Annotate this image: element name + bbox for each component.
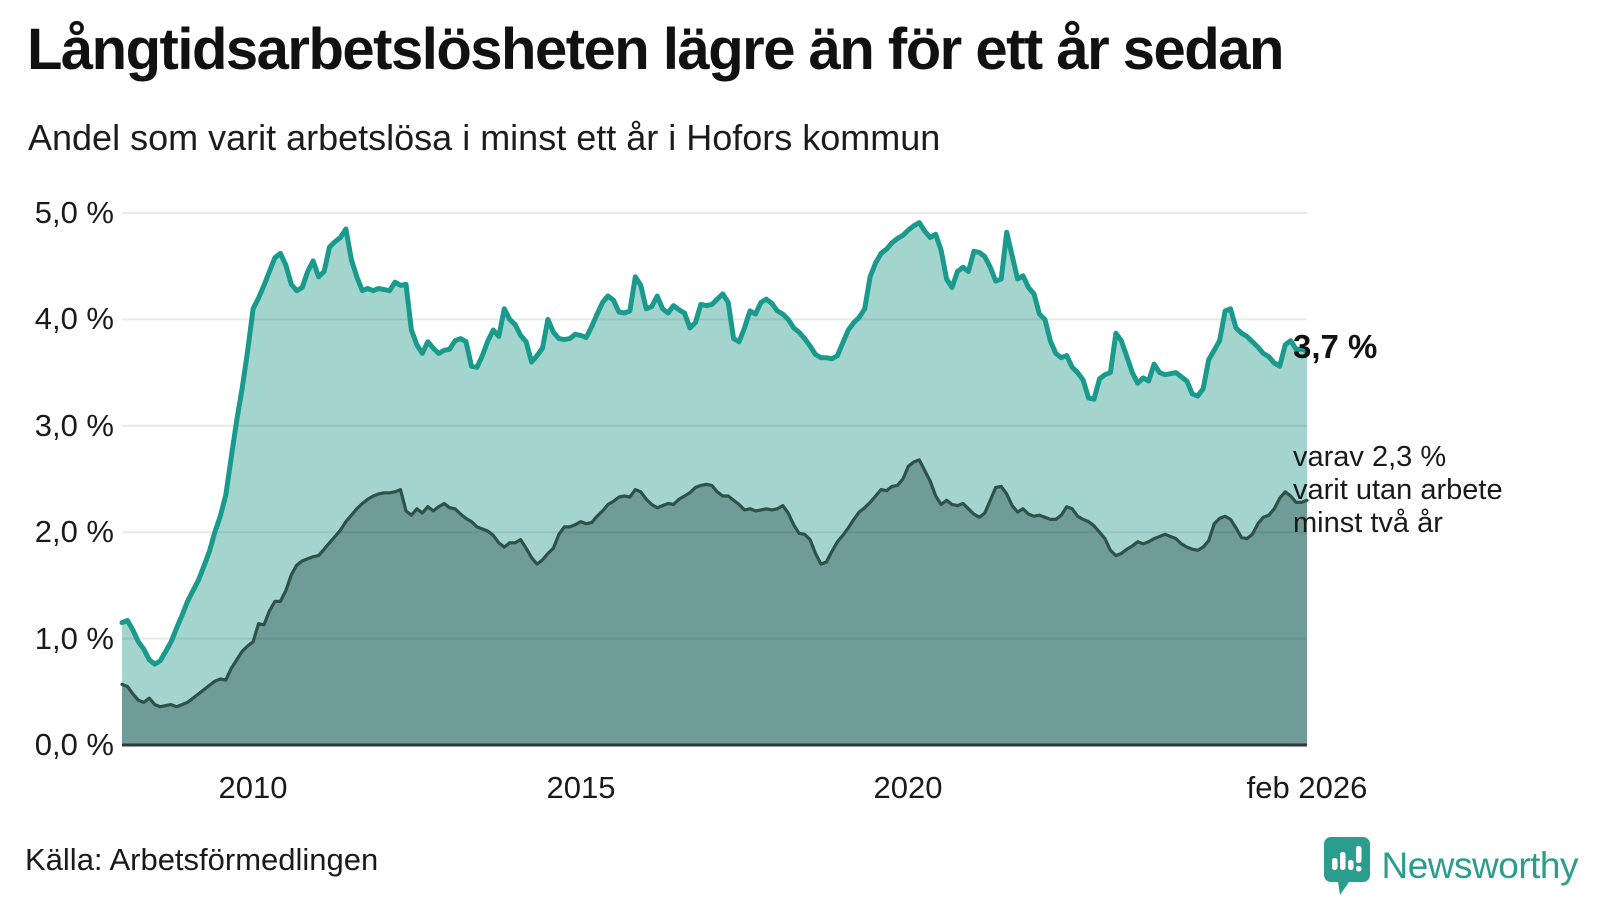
page-title: Långtidsarbetslösheten lägre än för ett … [27,17,1284,82]
brand-lockup: Newsworthy [1323,836,1579,896]
y-axis-tick-2-percent: 2,0 % [34,514,114,550]
brand-name: Newsworthy [1381,845,1579,886]
y-axis-tick-0-percent: 0,0 % [34,727,114,762]
y-axis-tick-4-percent: 4,0 % [34,301,114,337]
latest-total-value-label: 3,7 % [1293,328,1378,365]
two-year-line [120,458,1309,709]
page-subtitle: Andel som varit arbetslösa i minst ett å… [28,117,941,158]
x-axis-tick-2020: 2020 [873,770,943,805]
total-line [119,220,1310,667]
y-axis-tick-5-percent: 5,0 % [34,195,114,230]
two-year-share-annotation: varav 2,3 % varit utan arbete minst två … [1293,441,1503,539]
y-axis-tick-3-percent: 3,0 % [34,407,114,443]
newsworthy-logo-icon [1323,837,1370,895]
y-axis-tick-1-percent: 1,0 % [34,620,114,656]
x-axis-tick-2010: 2010 [218,770,288,805]
source-note: Källa: Arbetsförmedlingen [25,842,379,877]
x-axis-tick-feb-2026: feb 2026 [1246,770,1368,805]
x-axis-tick-2015: 2015 [546,770,616,805]
two-year-area-fill [122,459,1307,745]
